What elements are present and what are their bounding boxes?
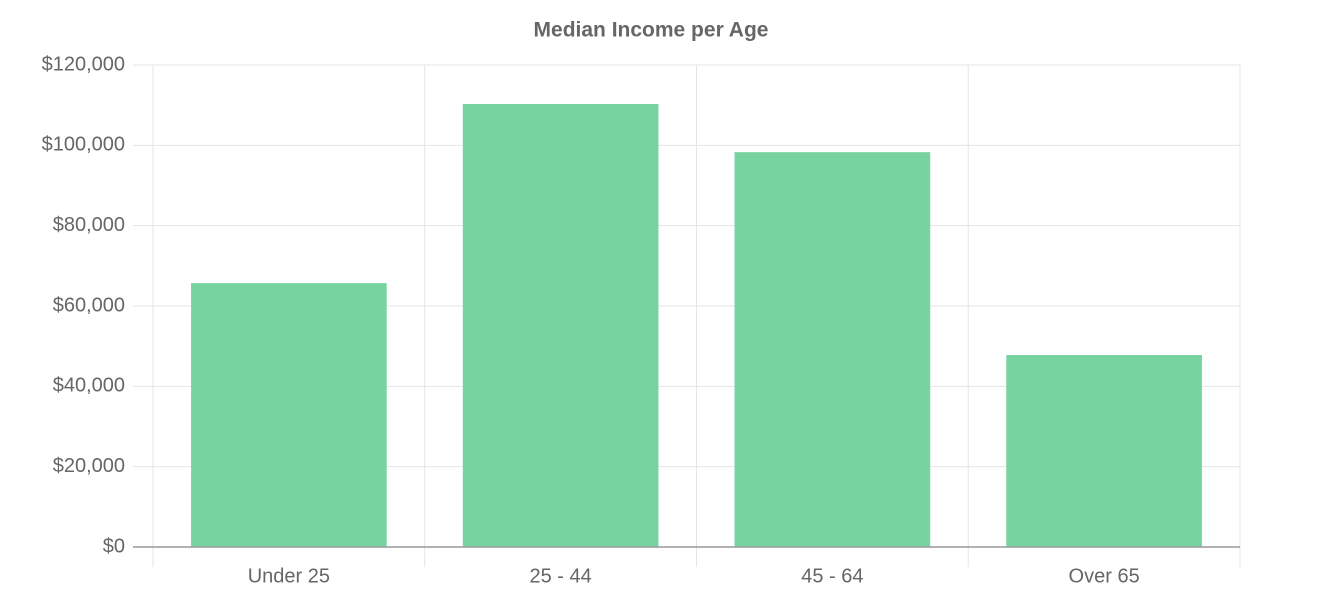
y-tick-label: $0	[103, 535, 125, 557]
y-tick-label: $80,000	[53, 214, 125, 236]
y-tick-label: $20,000	[53, 455, 125, 477]
x-tick-label: Under 25	[248, 565, 330, 587]
y-tick-label: $100,000	[42, 134, 125, 156]
y-tick-label: $40,000	[53, 375, 125, 397]
x-tick-label: 25 - 44	[529, 565, 591, 587]
y-tick-label: $120,000	[42, 53, 125, 75]
bar	[734, 152, 931, 547]
bar	[191, 283, 387, 547]
bar	[1006, 355, 1202, 547]
x-tick-label: Over 65	[1069, 565, 1140, 587]
chart-title: Median Income per Age	[534, 19, 769, 42]
y-tick-label: $60,000	[53, 294, 125, 316]
x-tick-label: 45 - 64	[801, 565, 863, 587]
bar	[462, 103, 659, 547]
